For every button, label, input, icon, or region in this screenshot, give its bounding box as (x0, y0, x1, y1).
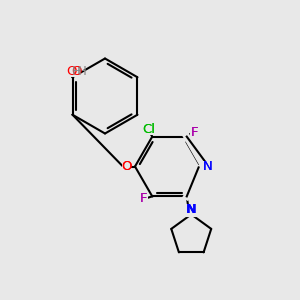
Text: O: O (121, 160, 132, 173)
Text: F: F (190, 126, 198, 139)
Text: N: N (185, 203, 195, 216)
Text: Cl: Cl (143, 123, 156, 136)
Text: O: O (71, 65, 82, 78)
Bar (190, 127, 199, 137)
Text: F: F (190, 126, 198, 139)
Bar (67, 66, 75, 76)
Bar (122, 161, 131, 172)
Text: N: N (203, 160, 212, 173)
Text: F: F (140, 192, 148, 205)
Text: Cl: Cl (143, 123, 156, 136)
Bar (140, 194, 148, 204)
Text: H: H (77, 65, 87, 78)
Text: F: F (140, 192, 148, 205)
Text: O: O (121, 160, 132, 173)
Text: N: N (203, 160, 212, 173)
Text: H: H (72, 65, 82, 78)
Text: N: N (185, 203, 195, 216)
Bar (186, 205, 194, 215)
Bar (73, 66, 81, 76)
Bar (143, 124, 155, 134)
Bar (187, 205, 196, 215)
Bar (203, 161, 212, 172)
Text: N: N (186, 203, 196, 216)
Text: O: O (66, 65, 76, 78)
Text: N: N (186, 203, 196, 216)
